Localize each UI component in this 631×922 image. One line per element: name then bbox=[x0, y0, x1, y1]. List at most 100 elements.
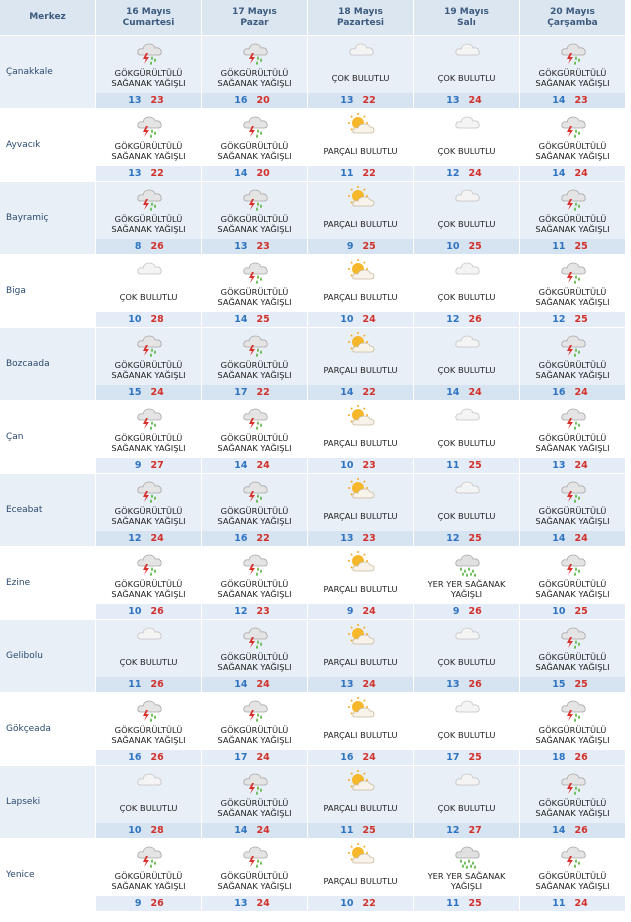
condition: GÖKGÜRÜLTÜLÜ SAĞANAK YAĞIŞLI bbox=[217, 287, 292, 307]
weather-icon bbox=[347, 405, 374, 426]
temperature-band: 15 25 bbox=[520, 677, 625, 692]
temperature-band: 17 24 bbox=[202, 750, 307, 765]
condition: GÖKGÜRÜLTÜLÜ SAĞANAK YAĞIŞLI bbox=[535, 652, 610, 672]
temp-high: 24 bbox=[362, 314, 376, 325]
weather-icon bbox=[136, 43, 162, 65]
temperature-band: 18 26 bbox=[520, 750, 625, 765]
weather-icon bbox=[136, 773, 162, 786]
forecast-cell: GÖKGÜRÜLTÜLÜ SAĞANAK YAĞIŞLI 14 23 bbox=[520, 36, 625, 108]
temperature-band: 12 25 bbox=[520, 312, 625, 327]
temp-low: 14 bbox=[234, 679, 248, 690]
temp-high: 26 bbox=[468, 314, 482, 325]
temp-high: 23 bbox=[362, 533, 376, 544]
temp-high: 23 bbox=[256, 606, 270, 617]
weather-icon bbox=[454, 189, 480, 202]
temp-low: 16 bbox=[552, 387, 566, 398]
temperature-band: 10 23 bbox=[308, 458, 413, 473]
temp-low: 14 bbox=[552, 168, 566, 179]
temperature-band: 14 24 bbox=[202, 458, 307, 473]
temp-high: 25 bbox=[468, 752, 482, 763]
temperature-band: 13 26 bbox=[414, 677, 519, 692]
weather-icon bbox=[242, 116, 268, 138]
temperature-band: 11 25 bbox=[308, 823, 413, 838]
forecast-cell: PARÇALI BULUTLU 13 23 bbox=[308, 474, 413, 546]
temp-low: 12 bbox=[446, 168, 460, 179]
forecast-cell: YER YER SAĞANAK YAĞIŞLI 11 25 bbox=[414, 839, 519, 911]
condition: GÖKGÜRÜLTÜLÜ SAĞANAK YAĞIŞLI bbox=[217, 433, 292, 453]
temp-high: 24 bbox=[362, 606, 376, 617]
weather-icon bbox=[454, 846, 480, 869]
forecast-cell: GÖKGÜRÜLTÜLÜ SAĞANAK YAĞIŞLI 16 24 bbox=[520, 328, 625, 400]
weather-icon bbox=[242, 481, 268, 503]
city-name: Gelibolu bbox=[0, 620, 95, 692]
condition: GÖKGÜRÜLTÜLÜ SAĞANAK YAĞIŞLI bbox=[217, 506, 292, 526]
day-date: 20 Mayıs bbox=[550, 6, 595, 17]
temp-low: 9 bbox=[134, 460, 142, 471]
condition: GÖKGÜRÜLTÜLÜ SAĞANAK YAĞIŞLI bbox=[217, 141, 292, 161]
temperature-band: 8 26 bbox=[96, 239, 201, 254]
temp-high: 25 bbox=[468, 898, 482, 909]
temperature-band: 13 24 bbox=[414, 93, 519, 108]
weather-icon bbox=[560, 627, 586, 649]
condition: PARÇALI BULUTLU bbox=[323, 511, 398, 521]
weather-icon bbox=[454, 262, 480, 275]
temp-high: 27 bbox=[468, 825, 482, 836]
temp-low: 16 bbox=[234, 533, 248, 544]
temperature-band: 10 22 bbox=[308, 896, 413, 911]
temp-high: 25 bbox=[468, 460, 482, 471]
temp-low: 14 bbox=[552, 533, 566, 544]
temp-high: 22 bbox=[362, 95, 376, 106]
day-date: 19 Mayıs bbox=[444, 6, 489, 17]
temp-high: 22 bbox=[362, 898, 376, 909]
weather-icon bbox=[454, 481, 480, 494]
temp-low: 9 bbox=[452, 606, 460, 617]
condition: ÇOK BULUTLU bbox=[437, 438, 496, 448]
temp-high: 24 bbox=[468, 168, 482, 179]
weather-icon bbox=[242, 43, 268, 65]
condition: PARÇALI BULUTLU bbox=[323, 292, 398, 302]
temp-high: 25 bbox=[574, 241, 588, 252]
forecast-cell: GÖKGÜRÜLTÜLÜ SAĞANAK YAĞIŞLI 12 24 bbox=[96, 474, 201, 546]
temperature-band: 10 28 bbox=[96, 312, 201, 327]
temp-low: 16 bbox=[340, 752, 354, 763]
temperature-band: 14 22 bbox=[308, 385, 413, 400]
temp-high: 20 bbox=[256, 95, 270, 106]
city-name: Bozcaada bbox=[0, 328, 95, 400]
temp-low: 10 bbox=[552, 606, 566, 617]
temp-high: 23 bbox=[256, 241, 270, 252]
temp-low: 14 bbox=[234, 168, 248, 179]
temp-low: 17 bbox=[234, 387, 248, 398]
temp-low: 10 bbox=[128, 606, 142, 617]
temp-high: 24 bbox=[468, 387, 482, 398]
temp-low: 11 bbox=[446, 460, 460, 471]
condition: ÇOK BULUTLU bbox=[331, 73, 390, 83]
temp-low: 16 bbox=[128, 752, 142, 763]
day-date: 17 Mayıs bbox=[232, 6, 277, 17]
temp-high: 25 bbox=[574, 679, 588, 690]
weather-icon bbox=[560, 408, 586, 430]
temperature-band: 12 23 bbox=[202, 604, 307, 619]
city-name: Biga bbox=[0, 255, 95, 327]
temp-high: 26 bbox=[574, 752, 588, 763]
weather-icon bbox=[136, 189, 162, 211]
temperature-band: 13 24 bbox=[202, 896, 307, 911]
header-cell: Merkez bbox=[0, 0, 95, 35]
forecast-cell: GÖKGÜRÜLTÜLÜ SAĞANAK YAĞIŞLI 13 23 bbox=[96, 36, 201, 108]
forecast-cell: GÖKGÜRÜLTÜLÜ SAĞANAK YAĞIŞLI 14 20 bbox=[202, 109, 307, 181]
weather-icon bbox=[242, 627, 268, 649]
weather-icon bbox=[347, 259, 374, 280]
forecast-cell: GÖKGÜRÜLTÜLÜ SAĞANAK YAĞIŞLI 16 22 bbox=[202, 474, 307, 546]
temp-high: 24 bbox=[574, 460, 588, 471]
temp-high: 24 bbox=[256, 679, 270, 690]
temperature-band: 11 24 bbox=[520, 896, 625, 911]
temperature-band: 14 24 bbox=[202, 823, 307, 838]
weather-icon bbox=[560, 700, 586, 722]
condition: GÖKGÜRÜLTÜLÜ SAĞANAK YAĞIŞLI bbox=[217, 725, 292, 745]
condition: GÖKGÜRÜLTÜLÜ SAĞANAK YAĞIŞLI bbox=[111, 725, 186, 745]
temp-low: 11 bbox=[446, 898, 460, 909]
temp-high: 24 bbox=[468, 95, 482, 106]
temp-low: 16 bbox=[234, 95, 248, 106]
forecast-cell: ÇOK BULUTLU 12 26 bbox=[414, 255, 519, 327]
temperature-band: 11 26 bbox=[96, 677, 201, 692]
city-name: Gökçeada bbox=[0, 693, 95, 765]
